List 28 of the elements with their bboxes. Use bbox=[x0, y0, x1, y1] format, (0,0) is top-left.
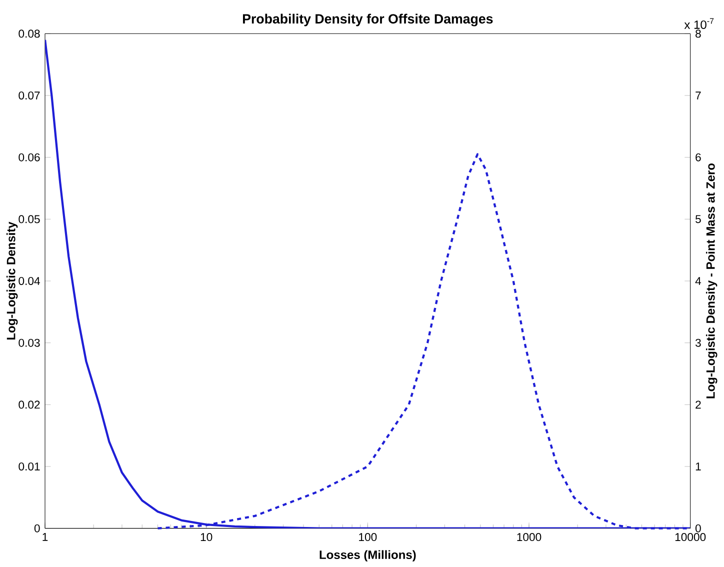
x-axis-title: Losses (Millions) bbox=[320, 550, 416, 562]
text: x 10$^{-7}$ bbox=[684, 18, 714, 29]
y-tick-label: 0.02 bbox=[18, 400, 40, 409]
y2-tick-label: 7 bbox=[696, 92, 701, 100]
x-tick-label: 1000 bbox=[517, 533, 542, 542]
x-tick-label: 1 bbox=[42, 533, 48, 541]
y-tick-label: 0.05 bbox=[18, 215, 40, 224]
y-tick-label: 0 bbox=[34, 524, 40, 532]
y-tick-label: 0.07 bbox=[18, 91, 40, 100]
x-tick-label: 10 bbox=[200, 533, 212, 542]
y2-axis-title: Log-Logistic Density - Point Mass at Zero bbox=[706, 163, 718, 398]
y2-tick-label: 5 bbox=[696, 215, 701, 224]
y-tick-label: 0.06 bbox=[18, 153, 40, 162]
y-axis-title: Log-Logistic Density bbox=[6, 222, 18, 340]
y2-tick-label: 6 bbox=[696, 153, 701, 162]
x-tick-label: 10000 bbox=[675, 533, 706, 542]
y2-tick-label: 8 bbox=[696, 30, 701, 38]
y-tick-label: 0.01 bbox=[18, 462, 40, 470]
y-tick-label: 0.03 bbox=[18, 338, 40, 347]
x-tick-label: 100 bbox=[359, 533, 377, 542]
y-tick-label: 0.04 bbox=[18, 276, 40, 285]
chart-title: Probability Density for Offsite Damages bbox=[242, 14, 493, 26]
y2-tick-label: 4 bbox=[695, 277, 702, 285]
y-tick-label: 0.08 bbox=[18, 30, 40, 38]
y2-tick-label: 0 bbox=[695, 524, 701, 532]
y2-tick-label: 3 bbox=[695, 338, 701, 347]
y2-tick-label: 1 bbox=[696, 462, 701, 470]
y2-tick-label: 2 bbox=[696, 400, 701, 409]
